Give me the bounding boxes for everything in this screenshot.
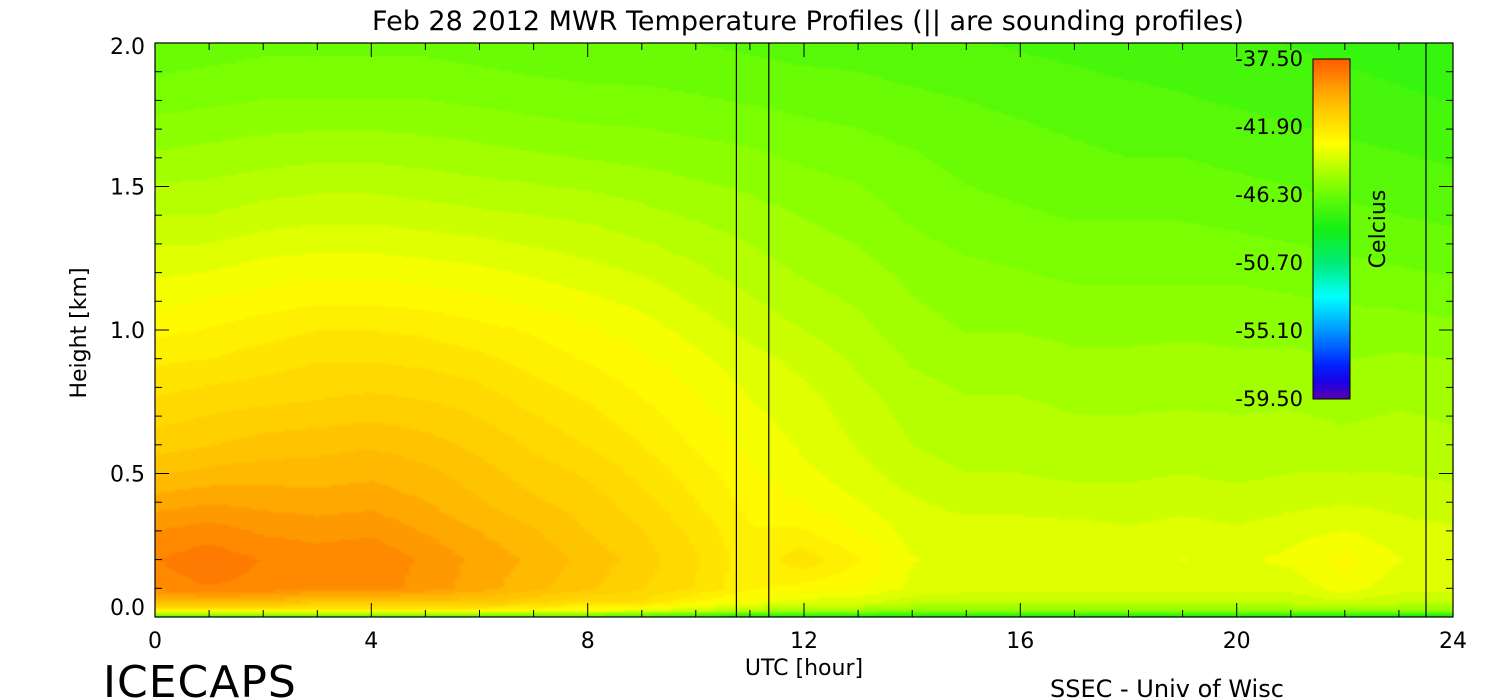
y-tick-label: 1.0: [110, 319, 145, 344]
plot-area: [154, 42, 1454, 618]
x-axis-tick-labels: 0 4 8 12 16 20 24: [148, 629, 1467, 654]
axis-ticks: [154, 42, 1454, 618]
y-tick-label: 1.5: [110, 176, 145, 201]
colorbar-tick-label: -46.30: [1235, 183, 1303, 207]
credit-text: SSEC - Univ of Wisc: [1050, 675, 1284, 700]
colorbar-tick-label: -59.50: [1235, 387, 1303, 411]
colorbar-tick-label: -41.90: [1235, 115, 1303, 139]
y-tick-label: 0.5: [110, 463, 145, 488]
chart-title: Feb 28 2012 MWR Temperature Profiles (||…: [372, 6, 1244, 37]
x-tick-label: 8: [581, 629, 595, 654]
y-tick-label: 0.0: [110, 596, 145, 621]
y-axis-label: Height [km]: [67, 267, 92, 398]
colorbar-tick-label: -37.50: [1235, 47, 1303, 71]
colorbar-tick-label: -50.70: [1235, 251, 1303, 275]
sounding-markers: [735, 43, 1427, 617]
colorbar-gradient: [1312, 58, 1351, 400]
colorbar: -37.50 -41.90 -46.30 -50.70 -55.10 -59.50 Cel…: [1235, 47, 1391, 411]
colorbar-tick-label: -55.10: [1235, 319, 1303, 343]
y-axis-tick-labels: 0.0 0.5 1.0 1.5 2.0: [110, 35, 145, 621]
x-axis-label: UTC [hour]: [745, 656, 863, 681]
x-tick-label: 24: [1439, 629, 1467, 654]
icecaps-logo: ICECAPS: [103, 657, 297, 700]
colorbar-label: Celcius: [1366, 190, 1391, 269]
x-tick-label: 4: [364, 629, 378, 654]
x-tick-label: 16: [1006, 629, 1034, 654]
colorbar-tick-labels: -37.50 -41.90 -46.30 -50.70 -55.10 -59.50: [1235, 47, 1303, 411]
x-tick-label: 0: [148, 629, 162, 654]
y-tick-label: 2.0: [110, 35, 145, 60]
temperature-heatmap: [155, 43, 1453, 617]
x-tick-label: 20: [1223, 629, 1251, 654]
x-tick-label: 12: [790, 629, 818, 654]
